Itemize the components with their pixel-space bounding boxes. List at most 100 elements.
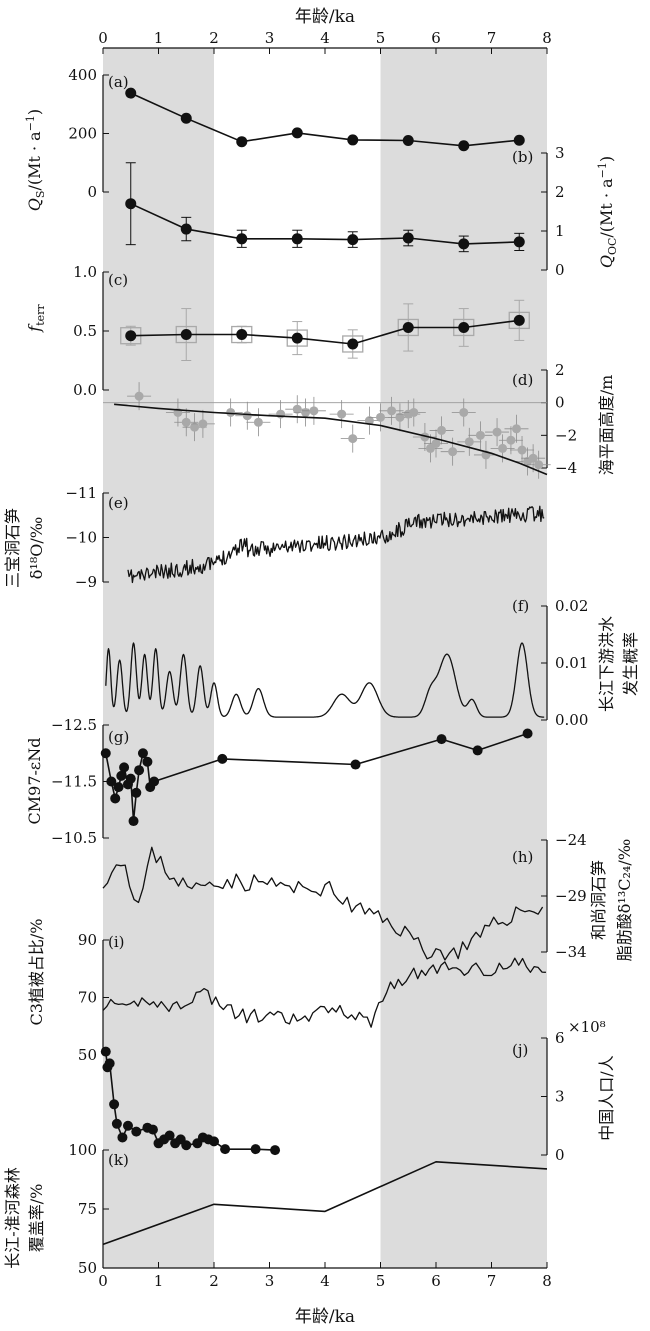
d-point-36 bbox=[534, 460, 544, 470]
d-point-4 bbox=[198, 419, 208, 429]
a-ylabel-rest: /(Mt · a bbox=[25, 131, 44, 191]
f-ylabel-2: 发生概率 bbox=[621, 632, 640, 696]
h-ylabel-2: 脂肪酸δ¹³C₂₄/‰ bbox=[615, 839, 634, 961]
top-tick-label-1: 1 bbox=[154, 29, 164, 47]
d-point-26 bbox=[464, 437, 474, 447]
g-point-8 bbox=[128, 816, 139, 827]
j-point-9 bbox=[147, 1124, 158, 1135]
c-ylabel-sub: terr bbox=[34, 304, 47, 326]
panel-label-f: (f) bbox=[512, 597, 529, 615]
e-y-tick-label-1: −10 bbox=[65, 529, 97, 547]
b-point-3 bbox=[291, 233, 303, 245]
bottom-tick-label-6: 6 bbox=[431, 1272, 441, 1290]
d-point-0 bbox=[134, 391, 144, 401]
c-point-6 bbox=[458, 321, 470, 333]
panel-label-h: (h) bbox=[512, 848, 533, 866]
f-y-tick-label-0: 0.00 bbox=[555, 711, 588, 729]
b-series-line bbox=[130, 202, 520, 245]
top-tick-label-5: 5 bbox=[376, 29, 386, 47]
j-point-5 bbox=[117, 1132, 128, 1143]
panel-label-k: (k) bbox=[108, 1151, 129, 1169]
b-point-7 bbox=[513, 236, 525, 248]
j-point-22 bbox=[270, 1145, 281, 1156]
j-ylabel: 中国人口/人 bbox=[597, 1055, 616, 1140]
d-y-tick-label-2: 0 bbox=[555, 394, 565, 412]
bottom-tick-label-2: 2 bbox=[209, 1272, 219, 1290]
i-y-tick-label-0: 50 bbox=[78, 1046, 97, 1064]
i-y-tick-label-2: 90 bbox=[78, 931, 97, 949]
g-point-3 bbox=[113, 782, 124, 793]
c-y-tick-label-2: 1.0 bbox=[73, 263, 97, 281]
e-ylabel-2: δ¹⁸O/‰ bbox=[27, 517, 46, 579]
b-y-tick-label-3: 3 bbox=[555, 144, 565, 162]
g-point-11 bbox=[137, 748, 148, 759]
d-point-31 bbox=[506, 435, 516, 445]
d-point-19 bbox=[409, 407, 419, 417]
j-point-21 bbox=[250, 1144, 261, 1155]
a-y-tick-label-0: 0 bbox=[87, 183, 97, 201]
e-y-tick-label-0: −9 bbox=[75, 573, 97, 591]
d-point-8 bbox=[276, 409, 286, 419]
k-y-tick-label-0: 50 bbox=[78, 1259, 97, 1277]
shade-interval-0 bbox=[103, 48, 214, 1268]
b-ylabel-q: Q bbox=[597, 255, 616, 268]
g-point-4 bbox=[116, 770, 127, 781]
b-ylabel-sub: OC bbox=[606, 238, 619, 255]
j-point-12 bbox=[164, 1130, 175, 1141]
top-tick-label-7: 7 bbox=[487, 29, 497, 47]
d-point-32 bbox=[511, 424, 521, 434]
g-point-19 bbox=[522, 728, 533, 739]
d-point-17 bbox=[395, 412, 405, 422]
bottom-tick-label-1: 1 bbox=[154, 1272, 164, 1290]
d-point-11 bbox=[309, 406, 319, 416]
b-point-1 bbox=[180, 223, 192, 235]
j-point-19 bbox=[209, 1136, 219, 1147]
g-y-tick-label-2: −12.5 bbox=[51, 716, 97, 734]
g-point-18 bbox=[472, 745, 483, 756]
a-point-1 bbox=[180, 112, 192, 124]
c-point-1 bbox=[180, 329, 192, 341]
g-point-14 bbox=[149, 776, 160, 787]
d-point-25 bbox=[459, 407, 469, 417]
a-point-5 bbox=[402, 135, 414, 147]
f-ylabel-1: 长江下游洪水 bbox=[597, 616, 616, 712]
j-point-0 bbox=[100, 1046, 111, 1057]
g-point-0 bbox=[100, 748, 111, 759]
c-box-4 bbox=[342, 335, 364, 353]
d-point-23 bbox=[437, 425, 447, 435]
bottom-tick-label-3: 3 bbox=[265, 1272, 275, 1290]
i-ylabel: C3植被占比/% bbox=[27, 918, 46, 1025]
h-y-tick-label-2: −24 bbox=[555, 831, 587, 849]
b-y-tick-label-1: 1 bbox=[555, 222, 565, 240]
c-y-tick-label-0: 0.0 bbox=[73, 381, 97, 399]
panel-label-j: (j) bbox=[512, 1041, 528, 1059]
g-point-5 bbox=[119, 762, 130, 773]
top-tick-label-0: 0 bbox=[98, 29, 108, 47]
g-point-2 bbox=[110, 793, 121, 804]
j-y-tick-label-2: 6 bbox=[555, 1029, 565, 1047]
d-point-5 bbox=[226, 407, 236, 417]
d-point-30 bbox=[498, 443, 508, 453]
a-point-2 bbox=[236, 136, 248, 148]
j-point-7 bbox=[131, 1126, 142, 1137]
d-ylabel: 海平面高度/m bbox=[597, 375, 616, 476]
d-y-tick-label-1: −2 bbox=[555, 426, 577, 444]
a-ylabel-sub: S bbox=[34, 191, 47, 199]
e-ylabel-1: 三宝洞石笋 bbox=[3, 508, 22, 588]
h-y-tick-label-1: −29 bbox=[555, 887, 587, 905]
top-tick-label-3: 3 bbox=[265, 29, 275, 47]
f-y-tick-label-1: 0.01 bbox=[555, 654, 588, 672]
i-y-tick-label-1: 70 bbox=[78, 989, 97, 1007]
d-point-24 bbox=[448, 447, 458, 457]
panel-label-e: (e) bbox=[108, 494, 129, 512]
b-ylabel-sup: −1 bbox=[596, 162, 609, 178]
top-tick-label-4: 4 bbox=[320, 29, 330, 47]
top-tick-label-6: 6 bbox=[431, 29, 441, 47]
d-point-2 bbox=[181, 417, 191, 427]
b-y-tick-label-2: 2 bbox=[555, 183, 565, 201]
g-point-15 bbox=[217, 753, 228, 764]
shade-interval-1 bbox=[380, 48, 547, 1268]
g-point-16 bbox=[350, 759, 361, 770]
a-ylabel-sup: −1 bbox=[24, 115, 37, 131]
